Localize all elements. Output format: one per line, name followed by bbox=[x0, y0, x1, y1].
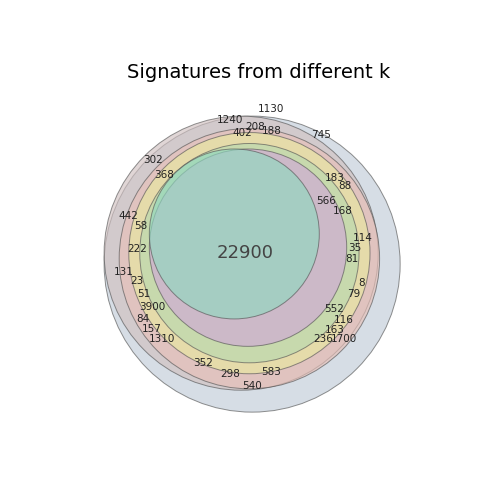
Text: 1700: 1700 bbox=[331, 335, 357, 345]
Text: 222: 222 bbox=[127, 244, 147, 254]
Circle shape bbox=[104, 116, 378, 390]
Text: 157: 157 bbox=[142, 324, 162, 334]
Text: 745: 745 bbox=[311, 131, 331, 140]
Text: 402: 402 bbox=[233, 128, 253, 138]
Text: 352: 352 bbox=[193, 358, 213, 368]
Text: 583: 583 bbox=[262, 367, 281, 377]
Text: 58: 58 bbox=[135, 221, 148, 231]
Text: 8: 8 bbox=[358, 278, 365, 288]
Text: 552: 552 bbox=[325, 304, 344, 314]
Text: 188: 188 bbox=[262, 126, 281, 136]
Text: 208: 208 bbox=[245, 122, 265, 132]
Circle shape bbox=[119, 129, 380, 389]
Text: 35: 35 bbox=[348, 242, 361, 253]
Text: 23: 23 bbox=[131, 276, 144, 286]
Text: 368: 368 bbox=[155, 170, 174, 180]
Text: 442: 442 bbox=[119, 211, 139, 221]
Circle shape bbox=[140, 144, 359, 363]
Circle shape bbox=[149, 149, 347, 346]
Text: 163: 163 bbox=[325, 325, 344, 335]
Text: 131: 131 bbox=[113, 267, 133, 277]
Text: 168: 168 bbox=[333, 206, 352, 216]
Text: 51: 51 bbox=[137, 289, 151, 299]
Title: Signatures from different k: Signatures from different k bbox=[127, 62, 390, 82]
Text: 22900: 22900 bbox=[217, 244, 274, 262]
Text: 1130: 1130 bbox=[258, 104, 284, 114]
Text: 566: 566 bbox=[316, 196, 336, 206]
Circle shape bbox=[129, 133, 370, 374]
Text: 1310: 1310 bbox=[149, 335, 175, 345]
Text: 1240: 1240 bbox=[217, 115, 243, 125]
Text: 183: 183 bbox=[325, 173, 344, 183]
Text: 116: 116 bbox=[334, 316, 354, 325]
Circle shape bbox=[104, 116, 400, 412]
Text: 540: 540 bbox=[242, 381, 262, 391]
Text: 79: 79 bbox=[347, 289, 360, 299]
Text: 236: 236 bbox=[313, 335, 333, 345]
Text: 81: 81 bbox=[346, 254, 359, 264]
Text: 298: 298 bbox=[220, 369, 240, 379]
Text: 3900: 3900 bbox=[139, 301, 165, 311]
Circle shape bbox=[149, 149, 320, 319]
Text: 114: 114 bbox=[353, 233, 373, 243]
Text: 302: 302 bbox=[144, 155, 163, 165]
Text: 88: 88 bbox=[339, 181, 352, 191]
Text: 84: 84 bbox=[136, 314, 149, 324]
